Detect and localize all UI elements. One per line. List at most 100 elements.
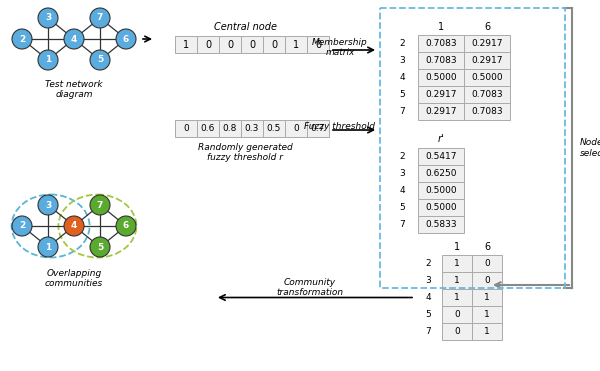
FancyBboxPatch shape (418, 35, 464, 52)
FancyBboxPatch shape (418, 216, 464, 233)
Text: 2: 2 (425, 259, 431, 268)
Text: 0: 0 (315, 39, 321, 49)
Text: 1: 1 (438, 22, 444, 32)
FancyBboxPatch shape (241, 120, 263, 137)
FancyBboxPatch shape (197, 36, 219, 53)
FancyBboxPatch shape (464, 52, 510, 69)
Text: 4: 4 (399, 186, 405, 195)
FancyBboxPatch shape (418, 182, 464, 199)
Text: 3: 3 (45, 200, 51, 210)
Text: 0.2917: 0.2917 (471, 56, 503, 65)
Text: 5: 5 (97, 243, 103, 252)
Text: 0: 0 (227, 39, 233, 49)
FancyBboxPatch shape (464, 103, 510, 120)
FancyBboxPatch shape (219, 36, 241, 53)
FancyBboxPatch shape (464, 86, 510, 103)
Text: 0: 0 (249, 39, 255, 49)
Text: 1: 1 (45, 243, 51, 252)
Text: 0.2917: 0.2917 (425, 107, 457, 116)
Circle shape (12, 29, 32, 49)
FancyBboxPatch shape (175, 36, 197, 53)
Text: 4: 4 (71, 35, 77, 43)
Text: 4: 4 (71, 221, 77, 230)
Circle shape (64, 216, 84, 236)
Text: Central node: Central node (214, 22, 277, 32)
FancyBboxPatch shape (418, 199, 464, 216)
Text: 0.8: 0.8 (223, 124, 237, 133)
Text: 5: 5 (425, 310, 431, 319)
Text: 7: 7 (97, 200, 103, 210)
Text: 3: 3 (425, 276, 431, 285)
Text: r': r' (437, 135, 445, 144)
Circle shape (116, 216, 136, 236)
FancyBboxPatch shape (241, 36, 263, 53)
Circle shape (64, 29, 84, 49)
Text: 7: 7 (425, 327, 431, 336)
FancyBboxPatch shape (442, 323, 472, 340)
Text: 5: 5 (399, 90, 405, 99)
FancyBboxPatch shape (307, 120, 329, 137)
Text: 5: 5 (399, 203, 405, 212)
FancyBboxPatch shape (418, 103, 464, 120)
Text: 1: 1 (454, 242, 460, 252)
Text: 0.2917: 0.2917 (425, 90, 457, 99)
Text: 0.7: 0.7 (311, 124, 325, 133)
Text: 0.5417: 0.5417 (425, 152, 457, 161)
Text: 1: 1 (454, 259, 460, 268)
Text: 0.5000: 0.5000 (471, 73, 503, 82)
Text: 1: 1 (293, 39, 299, 49)
Circle shape (90, 195, 110, 215)
FancyBboxPatch shape (464, 69, 510, 86)
Text: Membership
matrix: Membership matrix (312, 38, 368, 58)
Text: 0: 0 (484, 276, 490, 285)
FancyBboxPatch shape (442, 306, 472, 323)
Text: 0.5000: 0.5000 (425, 186, 457, 195)
Circle shape (90, 8, 110, 28)
Text: 7: 7 (399, 220, 405, 229)
FancyBboxPatch shape (442, 255, 472, 272)
Text: 2: 2 (19, 221, 25, 230)
Text: 0: 0 (454, 327, 460, 336)
FancyBboxPatch shape (197, 120, 219, 137)
FancyBboxPatch shape (472, 323, 502, 340)
Text: Randomly generated
fuzzy threshold r: Randomly generated fuzzy threshold r (197, 143, 292, 162)
Text: 6: 6 (123, 35, 129, 43)
Text: 0: 0 (271, 39, 277, 49)
FancyBboxPatch shape (472, 289, 502, 306)
Text: 0: 0 (293, 124, 299, 133)
Text: 2: 2 (19, 35, 25, 43)
Circle shape (116, 29, 136, 49)
Text: Overlapping
communities: Overlapping communities (45, 269, 103, 288)
FancyBboxPatch shape (472, 306, 502, 323)
FancyBboxPatch shape (418, 69, 464, 86)
Text: 6: 6 (484, 242, 490, 252)
Text: 0.5000: 0.5000 (425, 73, 457, 82)
Text: 0.7083: 0.7083 (425, 39, 457, 48)
FancyBboxPatch shape (472, 272, 502, 289)
Text: 0.7083: 0.7083 (471, 90, 503, 99)
FancyBboxPatch shape (418, 165, 464, 182)
Text: 0.3: 0.3 (245, 124, 259, 133)
FancyBboxPatch shape (442, 272, 472, 289)
Text: 0.5: 0.5 (267, 124, 281, 133)
Text: 4: 4 (425, 293, 431, 302)
FancyBboxPatch shape (418, 148, 464, 165)
Text: 2: 2 (399, 152, 405, 161)
Text: 3: 3 (45, 13, 51, 23)
Text: 1: 1 (484, 310, 490, 319)
FancyBboxPatch shape (263, 36, 285, 53)
FancyBboxPatch shape (442, 289, 472, 306)
Text: 1: 1 (45, 56, 51, 65)
Circle shape (38, 195, 58, 215)
Text: 0: 0 (183, 124, 189, 133)
Text: 7: 7 (399, 107, 405, 116)
Text: 0.7083: 0.7083 (425, 56, 457, 65)
Text: 0: 0 (484, 259, 490, 268)
Text: 0.7083: 0.7083 (471, 107, 503, 116)
Text: Node
selection: Node selection (580, 138, 600, 158)
Text: 6: 6 (484, 22, 490, 32)
Text: 3: 3 (399, 56, 405, 65)
Circle shape (38, 50, 58, 70)
Text: 2: 2 (399, 39, 405, 48)
Text: 0.5833: 0.5833 (425, 220, 457, 229)
